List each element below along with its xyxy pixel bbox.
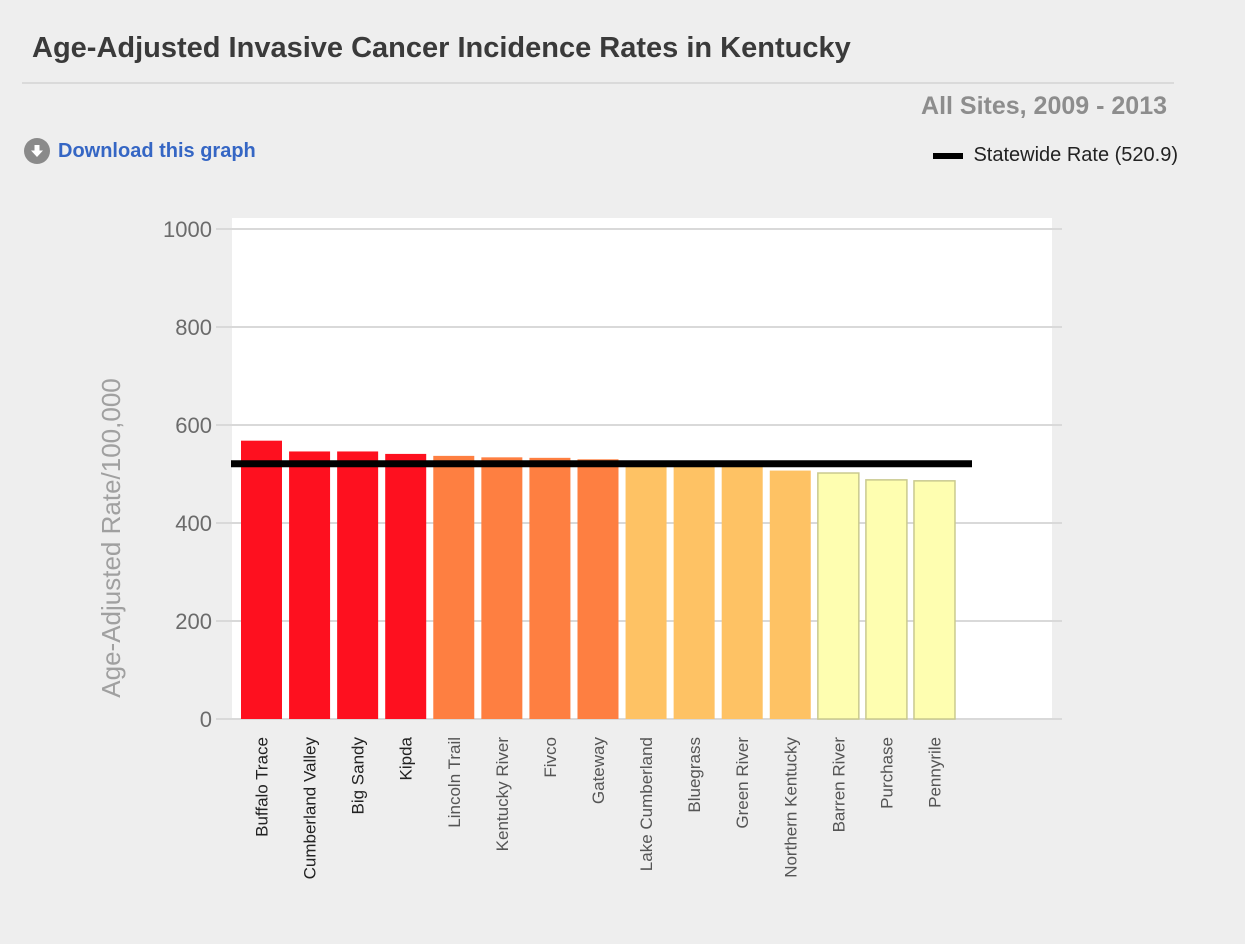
x-tick-label: Bluegrass (685, 737, 704, 813)
x-tick-label: Pennyrile (925, 737, 944, 808)
bar (625, 460, 667, 719)
bar (577, 459, 619, 719)
legend-label-statewide: Statewide Rate (520.9) (973, 144, 1178, 166)
page-title: Age-Adjusted Invasive Cancer Incidence R… (32, 32, 851, 64)
y-tick-label: 800 (175, 315, 212, 340)
y-tick-label: 400 (175, 511, 212, 536)
x-tick-label: Lincoln Trail (445, 737, 464, 828)
x-tick-label: Northern Kentucky (781, 737, 800, 878)
x-tick-label: Kipda (397, 736, 416, 780)
bar (289, 451, 331, 719)
chart-legend: Statewide Rate (520.9) (933, 144, 1178, 167)
y-axis-title: Age-Adjusted Rate/100,000 (96, 378, 126, 697)
x-tick-label: Big Sandy (349, 737, 368, 815)
y-tick-label: 1000 (163, 217, 212, 242)
x-tick-label: Gateway (589, 737, 608, 805)
bar (529, 457, 571, 719)
bar (769, 470, 811, 719)
bar (865, 479, 908, 720)
chart-subtitle: All Sites, 2009 - 2013 (921, 92, 1167, 120)
y-tick-label: 200 (175, 609, 212, 634)
bar (241, 440, 282, 719)
y-tick-label: 600 (175, 413, 212, 438)
bar (913, 480, 956, 720)
bar (433, 455, 475, 719)
y-tick-label: 0 (200, 707, 212, 732)
x-tick-label: Buffalo Trace (253, 737, 272, 837)
x-tick-label: Fivco (541, 737, 560, 778)
x-tick-label: Cumberland Valley (301, 737, 320, 880)
download-arrow-circle-icon (24, 138, 50, 164)
download-graph-link[interactable]: Download this graph (24, 138, 256, 164)
bar (481, 457, 523, 719)
bar (721, 463, 763, 719)
x-tick-label: Kentucky River (493, 737, 512, 852)
x-tick-label: Barren River (829, 737, 848, 833)
bar (817, 472, 860, 720)
x-tick-label: Green River (733, 737, 752, 829)
x-tick-label: Purchase (877, 737, 896, 809)
legend-swatch-statewide (933, 152, 964, 159)
bar (673, 462, 715, 719)
bar (337, 451, 379, 719)
title-divider (22, 82, 1174, 84)
bar (385, 453, 427, 719)
download-graph-label[interactable]: Download this graph (58, 139, 256, 162)
x-tick-label: Lake Cumberland (637, 737, 656, 871)
